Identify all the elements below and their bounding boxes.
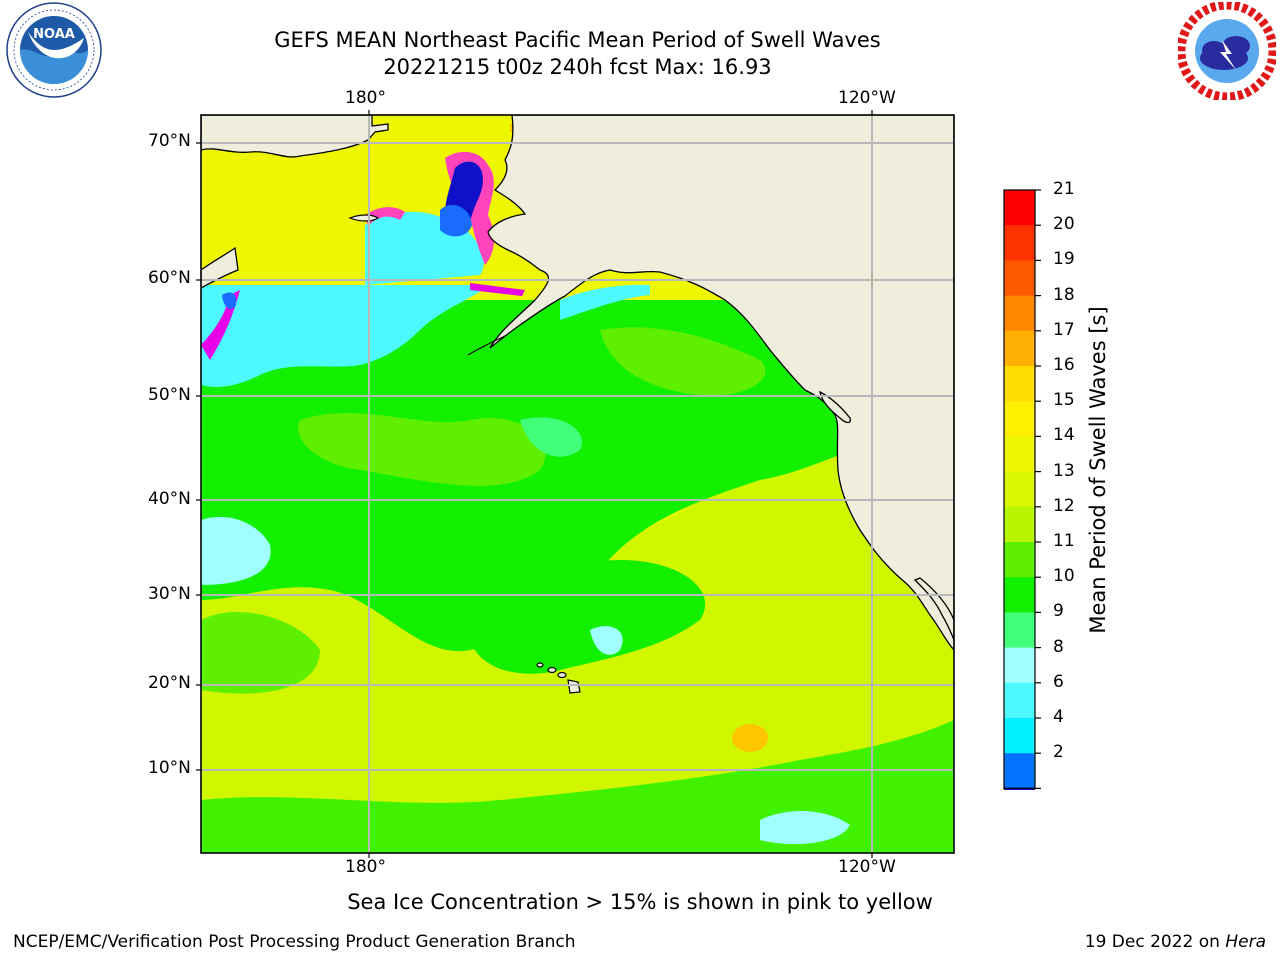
credit-text: NCEP/EMC/Verification Post Processing Pr… (13, 932, 576, 952)
land-vancouver-island (819, 390, 852, 424)
land-st-lawrence-island (348, 214, 380, 222)
colorbar-tick-label: 21 (1053, 179, 1075, 199)
colorbar-segment (1004, 366, 1035, 402)
colorbar-segment (1004, 260, 1035, 297)
colorbar-segment (1004, 436, 1035, 473)
colorbar-segment (1004, 506, 1035, 543)
lat-label-10n: 10°N (148, 758, 191, 778)
land-siberia (201, 115, 389, 158)
colorbar-segment (1004, 577, 1035, 613)
lon-label-top-180: 180° (345, 88, 386, 108)
central-green-region (470, 560, 706, 674)
map-subtitle: 20221215 t00z 240h fcst Max: 16.93 (383, 55, 772, 79)
lon-label-top-120w: 120°W (838, 88, 896, 108)
colorbar-frame (1003, 189, 1036, 790)
colorbar-tick-label: 4 (1053, 707, 1064, 727)
colorbar-segment (1004, 753, 1035, 789)
light-green-patch (298, 412, 546, 486)
pale-cyan-patch (590, 626, 623, 655)
lat-label-60n: 60°N (148, 268, 191, 288)
green-period-region (201, 300, 954, 652)
colorbar (1002, 189, 1041, 790)
colorbar-tick-label: 11 (1053, 531, 1075, 551)
lat-label-20n: 20°N (148, 673, 191, 693)
noaa-emblem-icon: NOAA (6, 2, 102, 98)
colorbar-segment (1004, 718, 1035, 754)
colorbar-tick-label: 2 (1053, 742, 1064, 763)
colorbar-segment (1004, 225, 1035, 261)
ice-blue-west (222, 292, 237, 309)
lat-label-50n: 50°N (148, 385, 191, 405)
land-north-america (487, 115, 954, 651)
colorbar-segment (1004, 542, 1035, 578)
run-date: 19 Dec 2022 on Hera (1085, 932, 1266, 952)
colorbar-tick-label: 17 (1053, 319, 1075, 340)
colorbar-segment (1004, 682, 1035, 719)
colorbar-tick-label: 14 (1053, 425, 1075, 446)
run-date-text: 19 Dec 2022 on (1084, 932, 1226, 952)
hawaii-islands (536, 662, 581, 694)
colorbar-tick-label: 9 (1053, 601, 1064, 622)
sea-ice-edge-north (365, 207, 405, 226)
ice-blue-core (440, 205, 472, 237)
map-tick-marks (196, 110, 873, 858)
colorbar-segment (1004, 471, 1035, 508)
lat-label-40n: 40°N (148, 489, 191, 509)
noaa-logo: NOAA (6, 2, 102, 98)
nws-logo (1176, 0, 1278, 102)
pale-cyan-tropical-patch (760, 810, 850, 845)
colorbar-label: Mean Period of Swell Waves [s] (1086, 306, 1110, 634)
sea-ice-note: Sea Ice Concentration > 15% is shown in … (347, 890, 933, 914)
gulf-cyan-strip (560, 284, 650, 320)
map-frame (200, 114, 955, 854)
map-title: GEFS MEAN Northeast Pacific Mean Period … (274, 28, 881, 52)
colorbar-tick-label: 6 (1053, 671, 1064, 692)
aleutian-islands (467, 335, 506, 356)
bering-cyan-region (201, 285, 490, 387)
colorbar-tick-label: 12 (1053, 495, 1075, 516)
colorbar-tick-label: 8 (1053, 636, 1064, 657)
run-machine: Hera (1225, 932, 1266, 952)
colorbar-tick-label: 15 (1053, 390, 1075, 411)
sea-ice-edge-bering (470, 283, 525, 296)
land-chukotka (201, 246, 239, 289)
west-green-patch (201, 611, 320, 694)
colorbar-tick-label: 18 (1053, 284, 1075, 305)
light-green-patch (520, 417, 582, 457)
max-period-patch (732, 724, 768, 752)
colorbar-segment (1004, 295, 1035, 332)
nws-emblem-icon (1176, 0, 1278, 102)
colorbar-segment (1004, 647, 1035, 684)
colorbar-tick-label: 16 (1053, 355, 1075, 375)
lon-label-bottom-120w: 120°W (838, 857, 896, 877)
colorbar-segment (1004, 190, 1035, 226)
noaa-logo-text: NOAA (33, 27, 75, 42)
lat-label-30n: 30°N (148, 584, 191, 604)
colorbar-tick-label: 20 (1053, 214, 1075, 235)
colorbar-tick-label: 13 (1053, 460, 1075, 481)
west-cyan-region (201, 516, 271, 585)
colorbar-segment (1004, 401, 1035, 437)
lon-label-bottom-180: 180° (345, 857, 386, 877)
light-green-patch (600, 327, 766, 396)
lat-label-70n: 70°N (148, 131, 191, 151)
colorbar-tick-label: 10 (1053, 566, 1075, 587)
colorbar-segment (1004, 612, 1035, 649)
graticule (201, 115, 954, 853)
colorbar-segment (1004, 330, 1035, 367)
colorbar-tick-label: 19 (1053, 249, 1075, 270)
